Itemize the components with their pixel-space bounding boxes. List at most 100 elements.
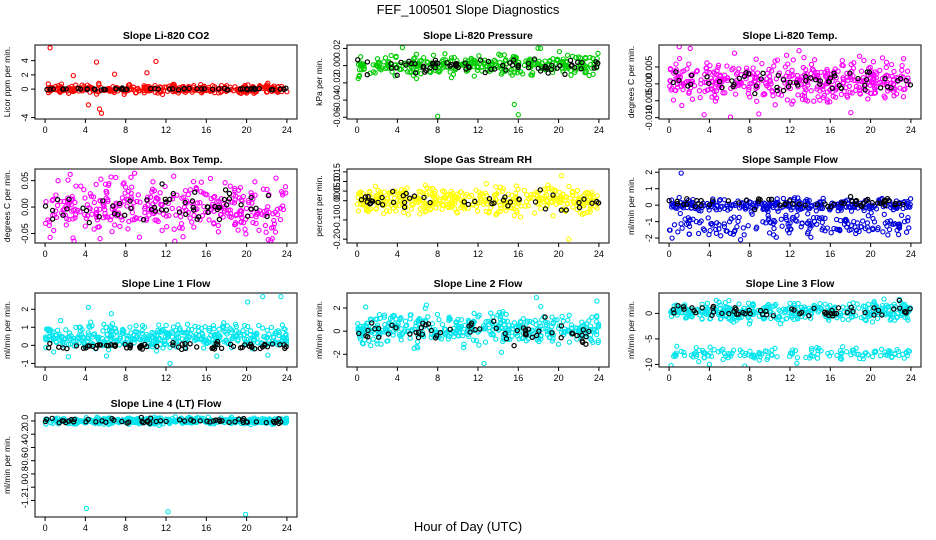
outlier-point: [481, 360, 487, 367]
sample-point: [667, 227, 673, 233]
sample-point: [441, 194, 447, 200]
y-tick-label: -0.010: [644, 105, 654, 131]
sample-point: [277, 216, 284, 223]
sample-point: [430, 52, 437, 58]
sample-point: [280, 335, 286, 341]
sample-point: [483, 208, 489, 214]
hourly-point: [731, 81, 737, 88]
hourly-point: [71, 416, 78, 423]
sample-point: [867, 64, 873, 70]
hourly-point: [56, 344, 62, 350]
sample-point: [566, 183, 572, 190]
sample-point: [795, 92, 801, 98]
sample-point: [801, 304, 807, 310]
sample-point: [134, 417, 140, 424]
sample-point: [50, 328, 56, 335]
sample-point: [784, 227, 791, 233]
hourly-point: [163, 199, 169, 205]
hourly-point: [213, 417, 219, 423]
hourly-point: [282, 345, 288, 352]
sample-point: [574, 336, 580, 342]
sample-point: [473, 337, 480, 344]
hourly-point: [158, 207, 165, 213]
sample-point: [778, 92, 785, 98]
hourly-point: [125, 419, 132, 425]
sample-point: [160, 88, 166, 94]
sample-point: [522, 203, 528, 209]
hourly-point: [896, 297, 903, 304]
sample-point: [704, 87, 710, 93]
sample-point: [144, 194, 151, 200]
sample-point: [173, 332, 180, 338]
sample-point: [736, 66, 742, 72]
sample-point: [906, 225, 912, 231]
panel-ylabel: percent per min.: [314, 175, 324, 236]
sample-point: [112, 326, 118, 332]
sample-point: [482, 339, 489, 345]
hourly-point: [407, 195, 413, 201]
hourly-point: [531, 56, 538, 62]
sample-point: [524, 192, 530, 198]
sample-point: [372, 316, 379, 322]
hourly-point: [774, 84, 780, 91]
hourly-point: [420, 63, 427, 69]
sample-point: [568, 72, 574, 78]
hourly-point: [897, 305, 903, 311]
x-tick-label: 8: [123, 373, 128, 383]
sample-point: [435, 68, 441, 74]
hourly-point: [223, 202, 230, 208]
sample-point: [775, 208, 781, 214]
outlier-point: [244, 299, 251, 305]
hourly-point: [390, 199, 397, 206]
hourly-point: [113, 86, 120, 92]
sample-point: [222, 180, 228, 186]
sample-point: [898, 212, 905, 219]
sample-point: [525, 203, 531, 209]
hourly-point: [433, 333, 440, 339]
sample-point: [513, 196, 519, 202]
sample-point: [483, 181, 489, 187]
sample-point: [122, 190, 128, 196]
sample-point: [899, 62, 905, 69]
y-tick-label: 0.00: [332, 192, 342, 210]
sample-point: [282, 184, 289, 190]
x-tick-label: 16: [201, 125, 211, 135]
sample-point: [865, 96, 871, 102]
sample-point: [903, 229, 910, 235]
sample-point: [82, 195, 88, 201]
sample-point: [838, 207, 844, 213]
sample-point: [160, 345, 166, 351]
hourly-point: [684, 196, 690, 202]
sample-point: [184, 329, 190, 335]
sample-point: [393, 53, 399, 60]
sample-point: [430, 193, 436, 200]
sample-point: [769, 89, 776, 95]
sample-point: [132, 337, 138, 343]
hourly-point: [236, 416, 242, 422]
sample-point: [707, 344, 713, 350]
sample-point: [743, 65, 750, 71]
sample-point: [817, 300, 823, 307]
hourly-point: [726, 310, 732, 317]
x-tick-label: 16: [513, 373, 523, 383]
hourly-point: [393, 325, 399, 331]
hourly-point: [270, 86, 276, 93]
sample-point: [131, 170, 138, 176]
sample-point: [393, 327, 399, 333]
hourly-point: [259, 344, 266, 350]
sample-point: [359, 340, 366, 346]
sample-point: [493, 336, 499, 342]
outlier-point: [47, 45, 53, 51]
x-tick-label: 0: [43, 373, 48, 383]
sample-point: [482, 324, 489, 330]
hourly-point: [706, 80, 712, 87]
sample-point: [409, 201, 415, 207]
sample-point: [171, 226, 177, 232]
sample-point: [696, 220, 703, 226]
sample-point: [691, 351, 697, 357]
sample-point: [887, 317, 893, 323]
outlier-point: [668, 362, 674, 367]
panel-points: [42, 170, 289, 243]
outlier-point: [98, 110, 105, 116]
